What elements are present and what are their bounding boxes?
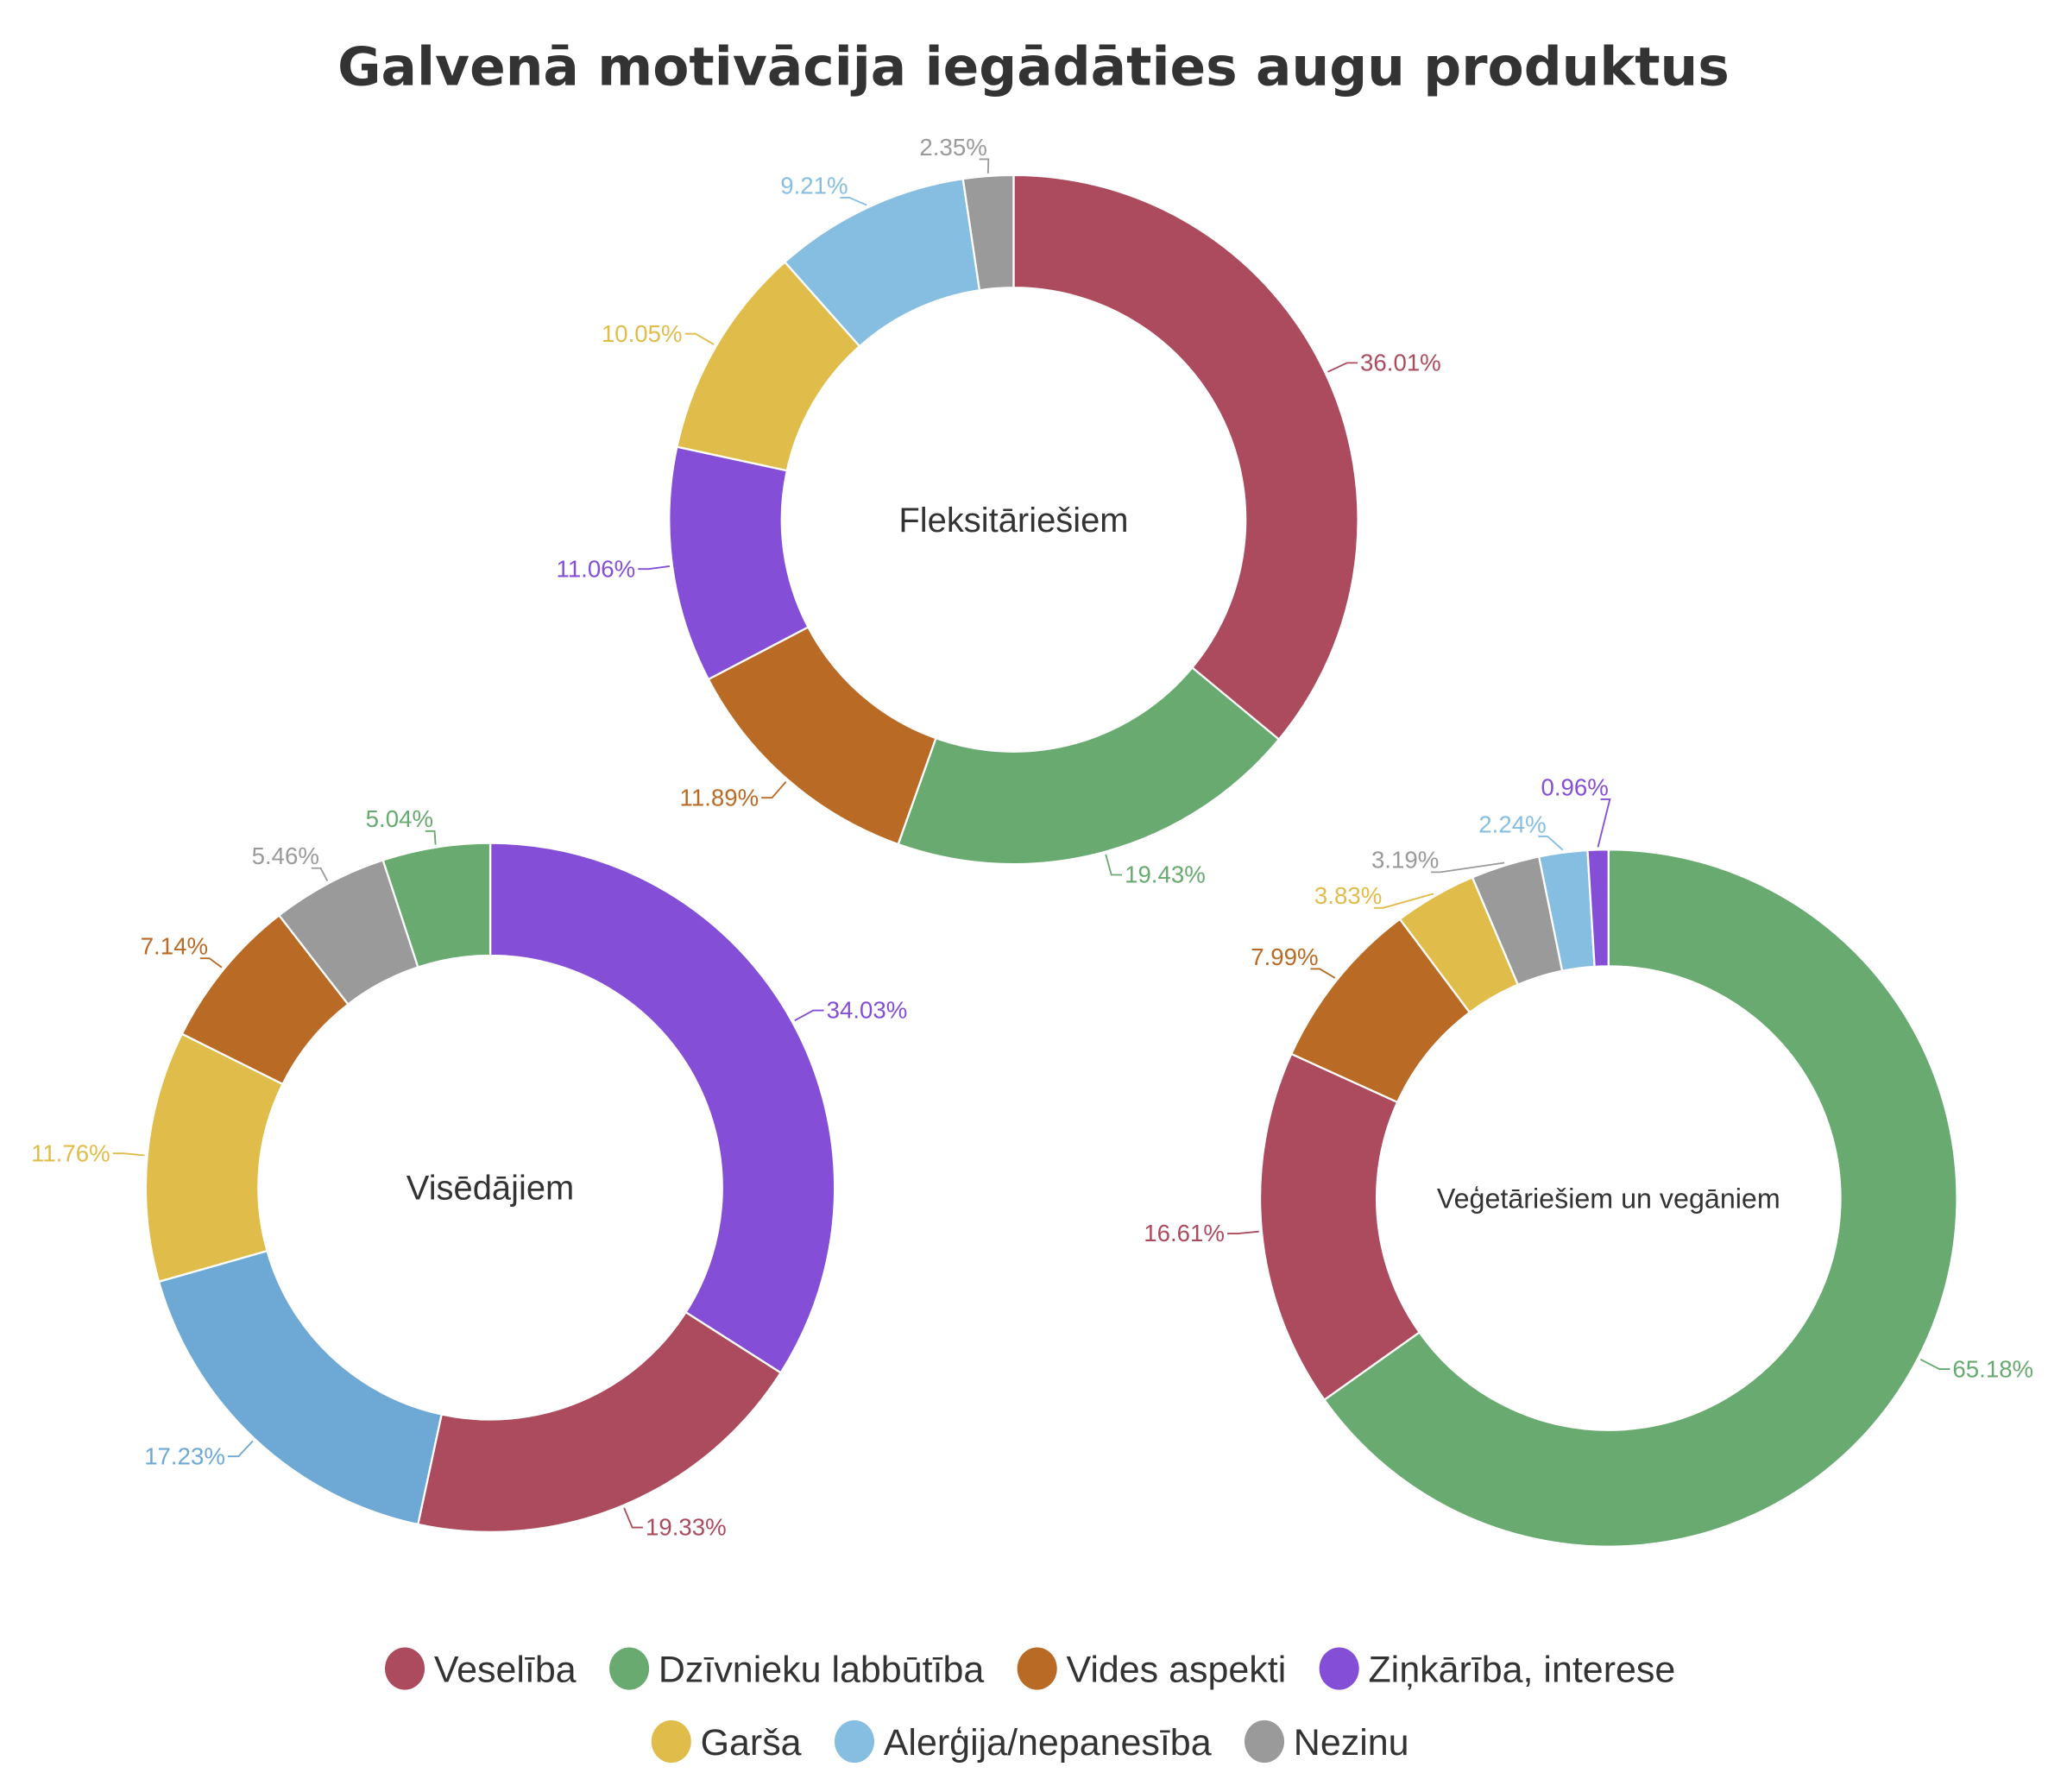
leader-line [227,1440,254,1458]
leader-line [840,196,867,206]
data-label: 11.76% [31,1139,110,1166]
leader-line [761,781,787,799]
leader-line [1374,893,1434,909]
data-label: 7.14% [141,933,208,960]
data-label: 5.46% [252,842,319,869]
leader-line [199,957,223,969]
legend-marker-icon [1319,1647,1359,1690]
data-label: 9.21% [780,172,848,199]
legend-label: Alerģija/nepanesība [884,1722,1212,1764]
legend-item[interactable]: Garša [651,1719,802,1764]
slice[interactable] [157,1249,444,1526]
data-label: 2.35% [919,134,986,161]
slice[interactable] [1012,174,1359,741]
legend-label: Garša [701,1722,802,1764]
leader-line [1105,854,1123,876]
slice[interactable] [897,666,1281,866]
leader-line [425,830,437,845]
data-label: 11.89% [680,784,759,811]
data-label: 0.96% [1541,773,1608,800]
legend: Veselība Dzīvnieku labbūtība Vides aspekti… [385,1647,1676,1764]
data-label: 19.33% [646,1514,727,1541]
leader-line [1227,1230,1259,1234]
leader-line [1310,968,1336,979]
leader-line [311,867,329,881]
leader-line [1538,835,1564,851]
data-label: 3.19% [1371,847,1439,874]
data-label: 5.04% [366,805,433,832]
data-label: 17.23% [144,1442,225,1469]
legend-marker-icon [1017,1647,1057,1690]
leader-line [1597,798,1611,848]
legend-marker-icon [651,1719,691,1764]
legend-item[interactable]: Dzīvnieku labbūtība [609,1647,984,1690]
donut-chart-3: 65.18% 16.61% 7.99% 3.83% 3.19% 2.24% 0.96% Veģ… [1144,773,2033,1548]
data-label: 34.03% [827,997,908,1024]
legend-label: Veselība [434,1649,577,1690]
slice[interactable] [1258,1052,1421,1402]
leader-line [638,565,670,571]
leader-line [1327,362,1358,373]
leader-line [1431,861,1505,874]
legend-item[interactable]: Alerģija/nepanesība [834,1719,1212,1764]
slice[interactable] [416,1310,783,1534]
leader-line [1919,1358,1950,1370]
slice[interactable] [1586,849,1610,969]
legend-marker-icon [385,1647,425,1690]
data-label: 7.99% [1251,943,1318,970]
data-label: 16.61% [1144,1220,1225,1246]
leader-line [684,332,715,345]
leader-line [623,1507,643,1529]
legend-marker-icon [1244,1719,1285,1764]
legend-marker-icon [834,1719,875,1764]
slice[interactable] [961,174,1015,292]
data-label: 65.18% [1952,1355,2033,1382]
data-label: 11.06% [557,555,636,582]
legend-item[interactable]: Vides aspekti [1017,1647,1287,1690]
legend-item[interactable]: Nezinu [1244,1719,1409,1764]
data-label: 3.83% [1314,882,1382,909]
chart-title: Galvenā motivācija iegādāties augu produ… [337,36,1730,98]
data-label: 19.43% [1125,861,1206,888]
legend-label: Ziņkārība, interese [1368,1649,1675,1690]
legend-item[interactable]: Ziņkārība, interese [1319,1647,1676,1690]
leader-line [112,1152,145,1157]
slice[interactable] [1322,849,1958,1548]
center-label: Visēdājiem [406,1170,574,1208]
legend-item[interactable]: Veselība [385,1647,577,1690]
legend-label: Nezinu [1294,1722,1409,1764]
donut-chart-2: 34.03% 19.33% 17.23% 11.76% 7.14% 5.46% 5.04% V… [31,805,907,1541]
center-label: Veģetāriešiem un vegāniem [1437,1183,1780,1214]
data-label: 10.05% [602,320,683,347]
legend-marker-icon [609,1647,650,1690]
leader-line [794,1009,824,1022]
leader-line [979,158,990,174]
slice[interactable] [381,842,492,969]
legend-label: Vides aspekti [1066,1649,1286,1690]
legend-label: Dzīvnieku labbūtība [659,1649,985,1690]
data-label: 36.01% [1360,350,1441,376]
donut-chart-1: 36.01% 19.43% 11.89% 11.06% 10.05% 9.21% 2.35%… [557,134,1441,888]
data-label: 2.24% [1478,811,1546,837]
slice[interactable] [488,842,836,1374]
center-label: Fleksitāriešiem [898,502,1128,539]
